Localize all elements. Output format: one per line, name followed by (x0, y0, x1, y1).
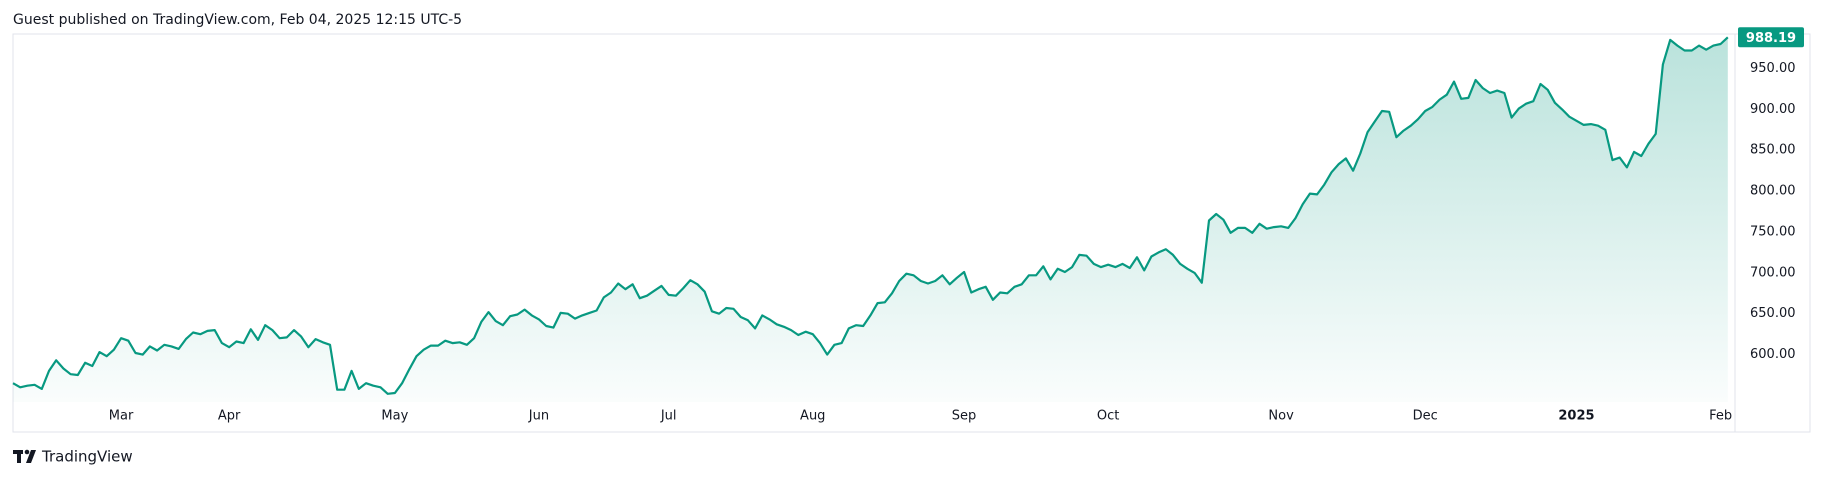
footer-logo (13, 449, 36, 463)
x-tick-label: Sep (952, 409, 977, 424)
x-tick-label: Jun (528, 409, 549, 424)
x-tick-label: Mar (109, 409, 134, 424)
area-fill (13, 37, 1728, 403)
last-price-tag (1738, 27, 1804, 48)
footer-brand: TradingView (41, 448, 133, 466)
price-line (12, 36, 1729, 395)
x-tick-label: Feb (1709, 409, 1732, 424)
chart-frame (12, 33, 1811, 433)
x-tick-label: Aug (800, 409, 825, 424)
x-tick-label: Jul (660, 409, 677, 424)
y-tick-label: 950.00 (1750, 61, 1796, 76)
x-tick-label: Dec (1413, 409, 1438, 424)
x-tick-label: 2025 (1558, 409, 1594, 424)
last-price-label: 988.19 (1746, 31, 1796, 46)
x-tick-label: May (381, 409, 408, 424)
y-tick-label: 650.00 (1750, 306, 1796, 321)
x-tick-label: Oct (1097, 409, 1119, 424)
y-tick-label: 850.00 (1750, 143, 1796, 158)
y-tick-label: 750.00 (1750, 224, 1796, 239)
y-tick-label: 800.00 (1750, 184, 1796, 199)
x-tick-label: Nov (1268, 409, 1294, 424)
y-tick-label: 900.00 (1750, 102, 1796, 117)
header-text: Guest published on TradingView.com, Feb … (13, 12, 462, 28)
y-tick-label: 600.00 (1750, 347, 1796, 362)
y-tick-label: 700.00 (1750, 265, 1796, 280)
x-tick-label: Apr (218, 409, 241, 424)
